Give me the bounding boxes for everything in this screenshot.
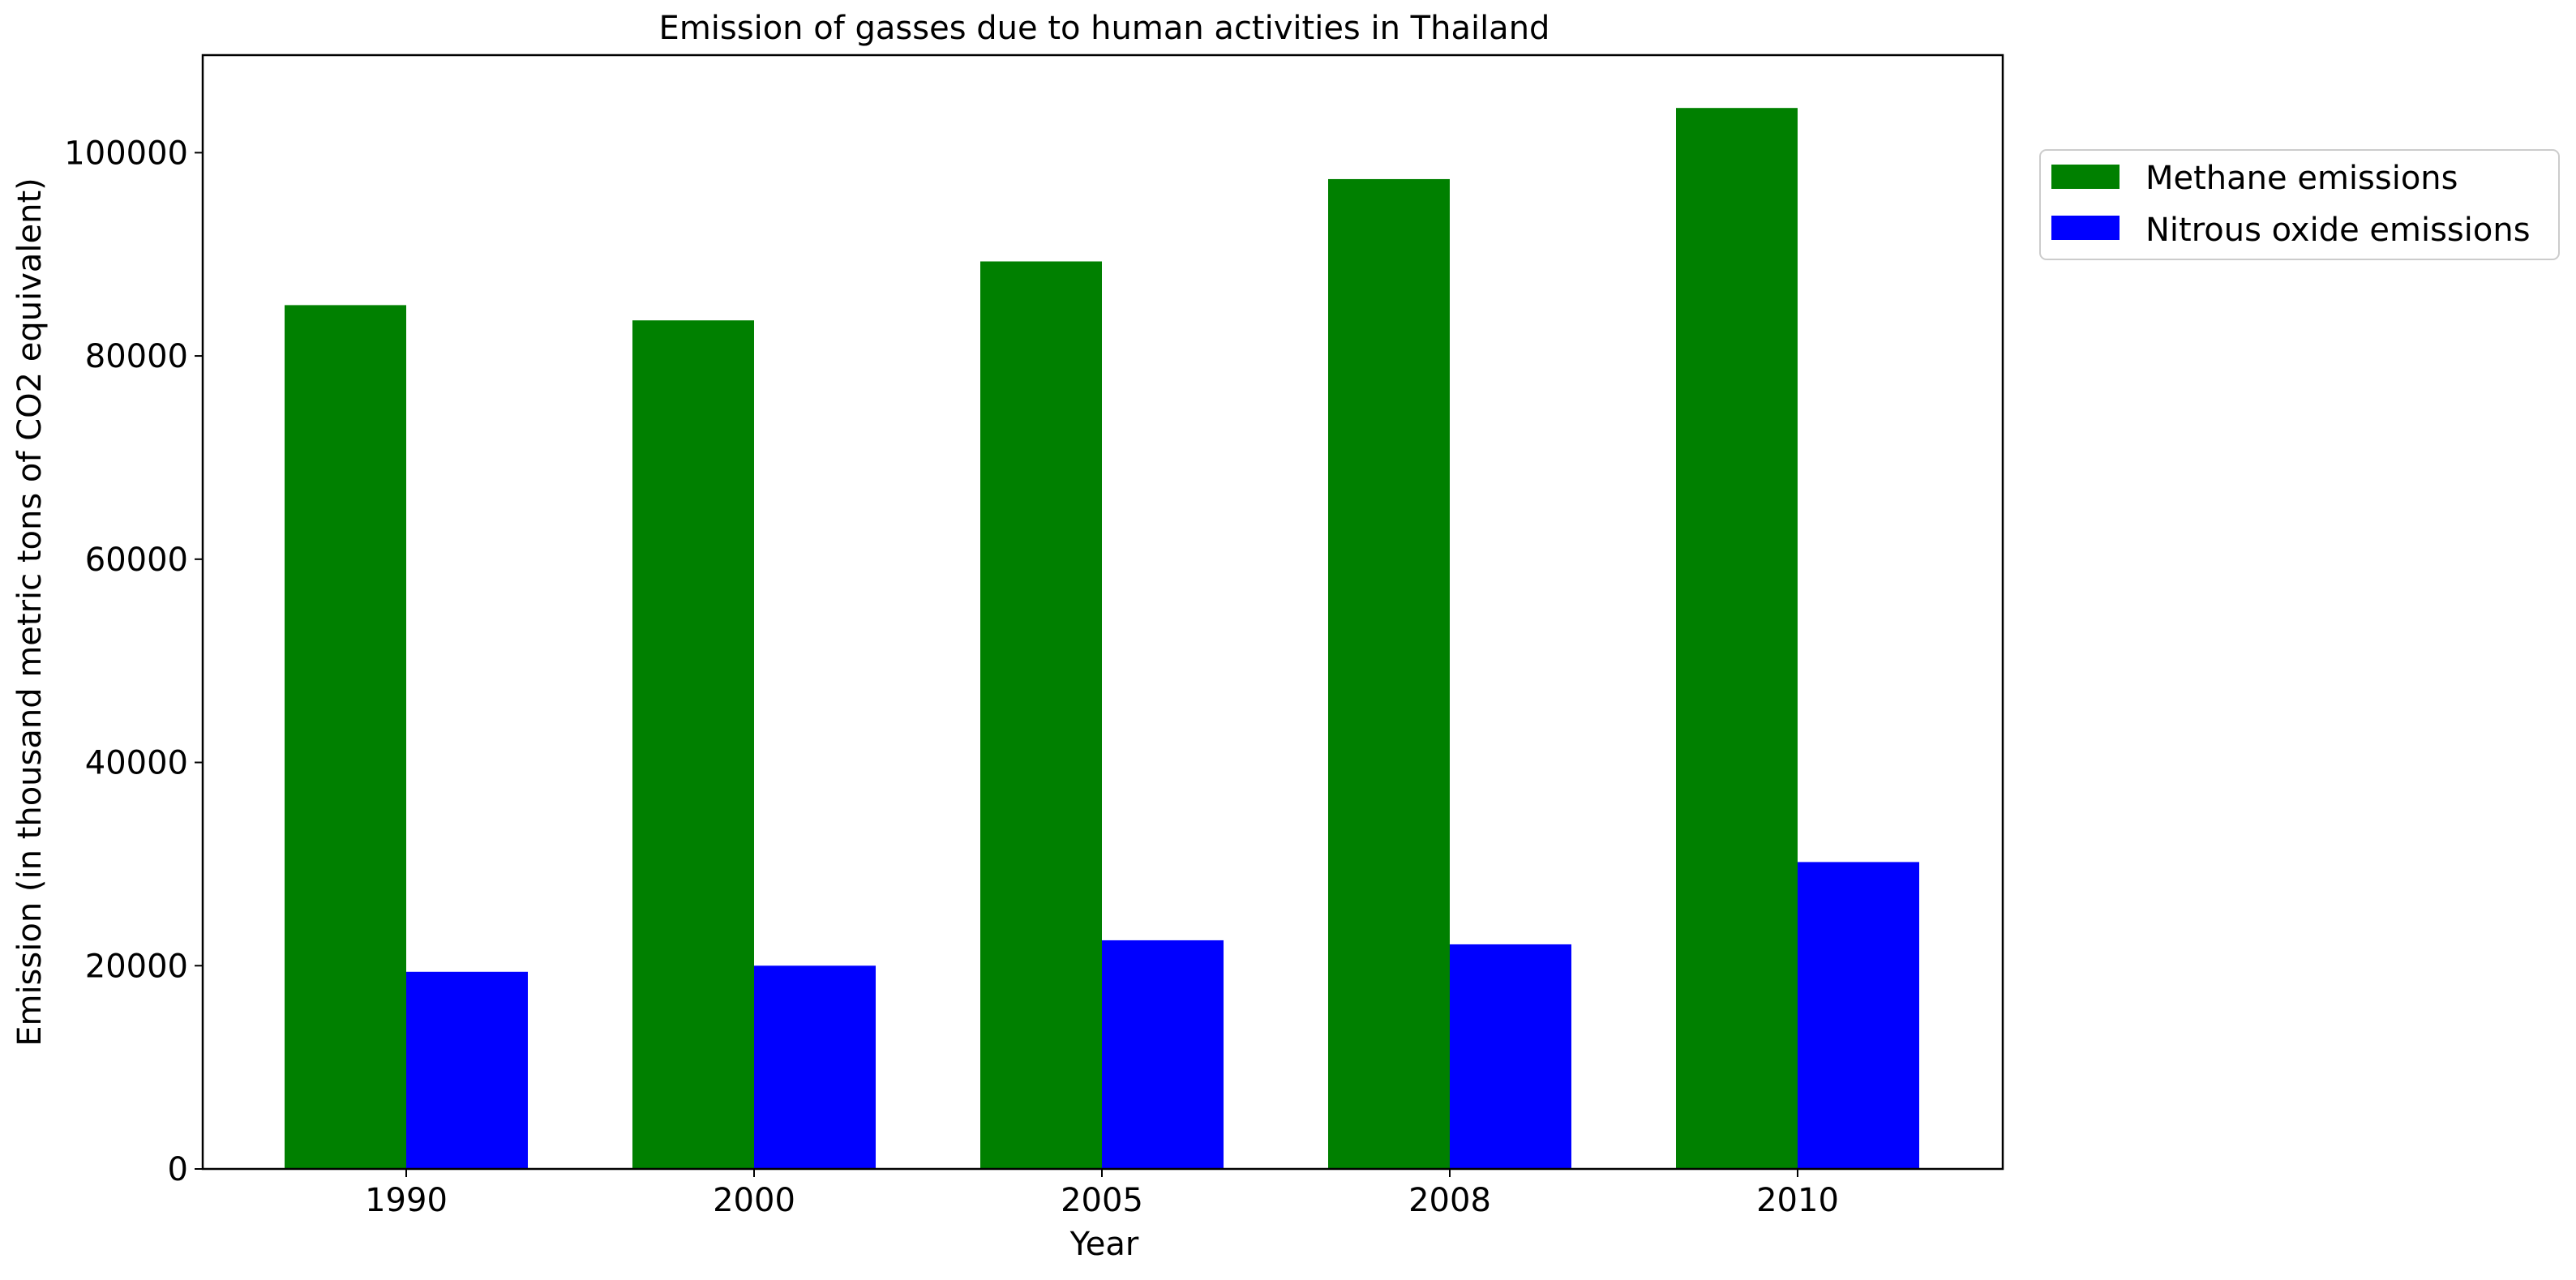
y-axis-label: Emission (in thousand metric tons of CO2…: [11, 178, 49, 1047]
bars-layer: [285, 108, 1919, 1170]
x-tick-label-2010: 2010: [1756, 1182, 1839, 1219]
plot-frame: [201, 54, 2004, 1171]
x-axis-ticks: 1990 2000 2005 2008 2010: [365, 1169, 1839, 1219]
legend: Methane emissions Nitrous oxide emission…: [2039, 149, 2560, 260]
x-tick-label-2005: 2005: [1061, 1182, 1143, 1219]
x-axis-label: Year: [1069, 1226, 1139, 1263]
legend-label-nitrous-oxide: Nitrous oxide emissions: [2145, 212, 2531, 249]
bar-nitrous-oxide-emissions-2008: [1450, 944, 1571, 1169]
legend-swatch-nitrous-oxide: [2051, 216, 2120, 240]
legend-label-methane: Methane emissions: [2145, 160, 2458, 197]
bar-nitrous-oxide-emissions-2010: [1798, 862, 1919, 1169]
x-tick-label-2008: 2008: [1408, 1182, 1491, 1219]
bar-nitrous-oxide-emissions-2005: [1102, 940, 1224, 1169]
x-tick-label-2000: 2000: [713, 1182, 795, 1219]
y-tick-label-40000: 40000: [85, 745, 188, 782]
y-tick-label-20000: 20000: [85, 948, 188, 985]
legend-box: [2039, 149, 2560, 260]
bar-methane-emissions-2008: [1328, 178, 1450, 1169]
chart-title: Emission of gasses due to human activiti…: [659, 10, 1550, 47]
y-axis-ticks: 0 20000 40000 60000 80000 100000: [64, 135, 203, 1188]
bar-methane-emissions-2010: [1676, 108, 1798, 1169]
x-tick-label-1990: 1990: [365, 1182, 448, 1219]
bar-methane-emissions-2005: [980, 261, 1102, 1170]
y-tick-label-80000: 80000: [85, 338, 188, 375]
y-tick-label-100000: 100000: [64, 135, 188, 172]
y-tick-label-60000: 60000: [85, 542, 188, 579]
bar-methane-emissions-2000: [632, 320, 754, 1170]
bar-nitrous-oxide-emissions-2000: [754, 965, 876, 1169]
bar-methane-emissions-1990: [285, 305, 406, 1169]
bar-nitrous-oxide-emissions-1990: [406, 971, 528, 1169]
y-tick-label-0: 0: [168, 1151, 188, 1188]
legend-swatch-methane: [2051, 165, 2120, 189]
